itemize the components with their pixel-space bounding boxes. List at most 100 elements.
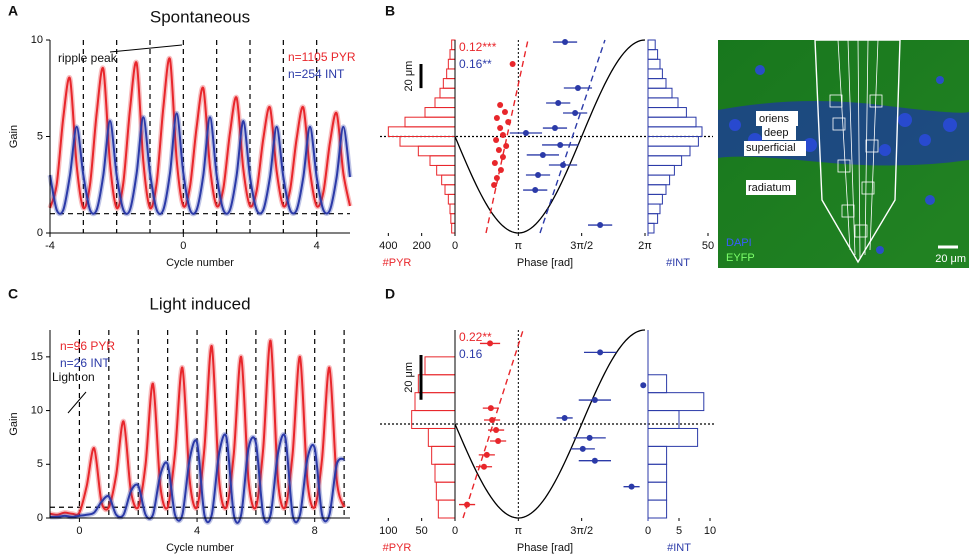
pyr-hist-bar	[435, 481, 456, 501]
x-axis-label: Cycle number	[166, 542, 234, 554]
pyr-hist-bar	[446, 68, 456, 80]
pyr-hist-tick-label: 400	[379, 240, 397, 252]
point	[487, 405, 494, 412]
point	[491, 160, 498, 167]
series-line	[49, 57, 351, 210]
panel-letter: D	[385, 286, 395, 302]
pyr-hist-label: #PYR	[383, 257, 412, 269]
point	[522, 130, 529, 137]
chart-title: Spontaneous	[150, 7, 250, 26]
point	[495, 147, 502, 154]
reference-cosine	[454, 329, 646, 519]
point	[499, 154, 506, 161]
y-axis-label: Gain	[8, 125, 20, 148]
pyr-hist-tick-label: 0	[452, 240, 458, 252]
layer-label: oriens	[759, 113, 789, 125]
pyr-hist-bar	[444, 184, 456, 195]
pyr-hist-bar	[417, 374, 456, 394]
y-tick-label: 5	[37, 458, 43, 470]
int-hist-bar	[647, 97, 679, 109]
pyr-hist-bar	[429, 155, 456, 166]
pyr-hist-bar	[411, 410, 456, 429]
y-axis-label: Gain	[8, 412, 20, 435]
x-tick-label: 0	[76, 525, 82, 537]
pyr-hist-tick-label: 100	[379, 525, 397, 537]
pyr-hist-bar	[439, 87, 456, 99]
x-tick-label: 3π/2	[570, 525, 593, 537]
pyr-hist-bar	[442, 78, 456, 89]
int-hist-label: #INT	[666, 257, 690, 269]
int-hist-tick-label: 0	[645, 525, 651, 537]
int-hist-bar	[647, 203, 661, 215]
int-hist-tick-label: 50	[702, 240, 714, 252]
y-tick-label: 15	[31, 351, 43, 363]
annotation-pointer	[109, 44, 183, 53]
pyr-hist-bar	[449, 49, 456, 60]
int-hist-bar	[647, 164, 675, 176]
scalebar-label: 20 μm	[403, 61, 415, 92]
label-bg	[762, 126, 796, 140]
stain-label: DAPI	[726, 237, 752, 249]
pyr-hist-bar	[424, 356, 456, 376]
int-hist-bar	[647, 410, 680, 429]
x-axis-label: Cycle number	[166, 257, 234, 269]
int-hist-bar	[647, 222, 655, 234]
int-hist-bar	[647, 39, 656, 51]
series-line	[49, 339, 346, 516]
layer-label: radiatum	[748, 182, 791, 194]
point	[495, 438, 502, 445]
pyr-hist-bar	[434, 463, 456, 483]
point	[591, 397, 598, 404]
int-hist-bar	[647, 49, 659, 60]
int-hist-bar	[647, 193, 663, 205]
pyr-hist-bar	[437, 499, 456, 519]
int-hist-bar	[647, 136, 699, 147]
pyr-hist-label: #PYR	[383, 542, 412, 554]
point	[497, 125, 504, 132]
point	[493, 136, 500, 143]
label-bg	[746, 180, 796, 195]
int-hist-bar	[647, 145, 691, 157]
legend-entry: n=254 INT	[288, 67, 345, 81]
chart-title: Light induced	[149, 294, 250, 313]
pyr-hist-bar	[424, 107, 456, 118]
int-hist-tick-label: 5	[676, 525, 682, 537]
pyr-hist-bar	[417, 145, 456, 157]
stat-label: 0.16**	[459, 57, 492, 71]
point	[562, 39, 569, 46]
x-axis-label: Phase [rad]	[517, 257, 573, 269]
int-hist-bar	[647, 184, 667, 195]
point	[497, 102, 504, 109]
int-hist-bar	[647, 392, 705, 412]
label-bg	[744, 141, 806, 156]
probe-shanks	[829, 39, 883, 259]
int-hist-bar	[647, 155, 683, 166]
pyr-hist-bar	[449, 203, 456, 215]
reference-cosine	[454, 39, 646, 234]
legend-entry: n=96 PYR	[60, 339, 115, 353]
panel-letter: B	[385, 3, 395, 19]
pyr-hist-bar	[427, 427, 456, 447]
point	[493, 174, 500, 181]
point	[503, 143, 510, 150]
fit-line	[485, 39, 529, 234]
int-hist-bar	[647, 481, 668, 501]
int-hist-label: #INT	[667, 542, 691, 554]
int-hist-bar	[647, 78, 667, 89]
layer-label: deep	[764, 127, 788, 139]
x-tick-label: 0	[180, 240, 186, 252]
int-hist-bar	[647, 445, 668, 465]
point	[586, 434, 593, 441]
image-panel: oriens deep superficial radiatum DAPI EY…	[718, 39, 969, 268]
scalebar-label: 20 μm	[403, 362, 415, 393]
point	[572, 109, 579, 116]
point	[535, 171, 542, 178]
stat-label: 0.12***	[459, 40, 497, 54]
panel-letter: A	[8, 3, 18, 19]
point	[491, 181, 498, 188]
pyr-hist-bar	[447, 58, 456, 70]
point	[557, 141, 564, 148]
point	[487, 340, 494, 347]
point	[509, 61, 516, 68]
y-tick-label: 10	[31, 404, 43, 416]
